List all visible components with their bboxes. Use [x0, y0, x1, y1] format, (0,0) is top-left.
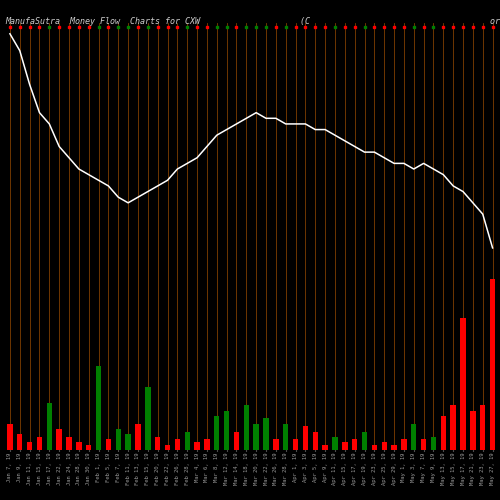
Bar	[214, 416, 220, 450]
Bar	[431, 437, 436, 450]
Bar	[332, 437, 338, 450]
Bar	[46, 402, 52, 450]
Bar	[342, 442, 347, 450]
Bar	[450, 406, 456, 450]
Bar	[392, 444, 397, 450]
Bar	[401, 440, 406, 450]
Bar	[283, 424, 288, 450]
Bar	[116, 429, 121, 450]
Bar	[224, 410, 230, 450]
Bar	[234, 432, 239, 450]
Bar	[480, 406, 486, 450]
Bar	[312, 432, 318, 450]
Bar	[264, 418, 268, 450]
Bar	[302, 426, 308, 450]
Bar	[96, 366, 102, 450]
Bar	[322, 444, 328, 450]
Bar	[17, 434, 22, 450]
Bar	[254, 424, 259, 450]
Bar	[86, 444, 92, 450]
Bar	[490, 279, 496, 450]
Bar	[106, 440, 111, 450]
Bar	[244, 406, 249, 450]
Bar	[66, 437, 71, 450]
Bar	[145, 387, 150, 450]
Bar	[470, 410, 476, 450]
Bar	[126, 434, 131, 450]
Bar	[382, 442, 387, 450]
Bar	[372, 444, 377, 450]
Bar	[7, 424, 12, 450]
Bar	[56, 429, 62, 450]
Bar	[460, 318, 466, 450]
Bar	[204, 440, 210, 450]
Bar	[411, 424, 416, 450]
Text: ManufaSutra  Money Flow  Charts for CXW                    (C                   : ManufaSutra Money Flow Charts for CXW (C	[5, 18, 500, 26]
Bar	[155, 437, 160, 450]
Bar	[273, 440, 278, 450]
Bar	[184, 432, 190, 450]
Bar	[76, 442, 82, 450]
Bar	[136, 424, 140, 450]
Bar	[165, 444, 170, 450]
Bar	[27, 442, 32, 450]
Bar	[174, 440, 180, 450]
Bar	[421, 440, 426, 450]
Bar	[293, 440, 298, 450]
Bar	[194, 442, 200, 450]
Bar	[440, 416, 446, 450]
Bar	[352, 440, 358, 450]
Bar	[362, 432, 367, 450]
Bar	[37, 437, 42, 450]
